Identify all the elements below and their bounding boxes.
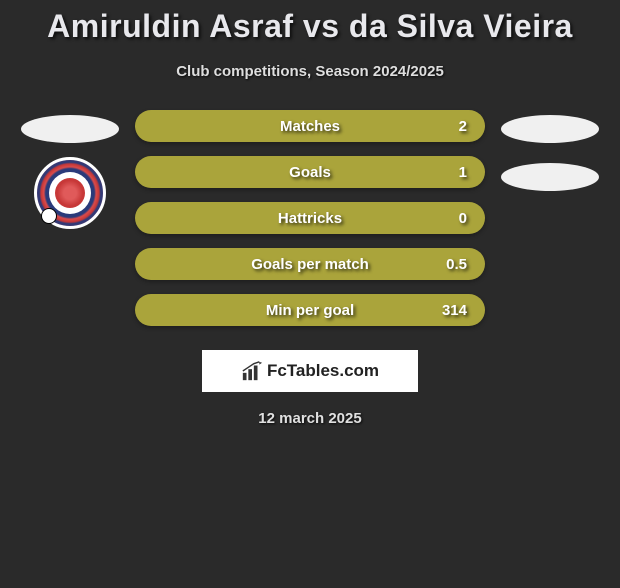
club-badge-inner [49, 172, 91, 214]
soccer-ball-icon [41, 208, 57, 224]
stat-label: Goals per match [251, 256, 369, 273]
stat-value: 0 [459, 210, 467, 227]
bar-chart-icon [241, 360, 263, 382]
player-left-photo-placeholder [21, 115, 119, 143]
logo-text: FcTables.com [267, 361, 379, 381]
stat-label: Goals [289, 164, 331, 181]
stat-bar-matches: Matches 2 [135, 110, 485, 142]
stat-bar-hattricks: Hattricks 0 [135, 202, 485, 234]
comparison-subtitle: Club competitions, Season 2024/2025 [10, 63, 610, 80]
player-right-badge-placeholder [501, 163, 599, 191]
comparison-area: Matches 2 Goals 1 Hattricks 0 Goals per … [10, 110, 610, 326]
club-badge-left [34, 157, 106, 229]
comparison-title: Amiruldin Asraf vs da Silva Vieira [10, 8, 610, 45]
fctables-logo-box: FcTables.com [202, 350, 418, 392]
stat-label: Hattricks [278, 210, 342, 227]
stat-label: Min per goal [266, 302, 354, 319]
player-right-photo-placeholder [501, 115, 599, 143]
stat-value: 314 [442, 302, 467, 319]
stat-value: 2 [459, 118, 467, 135]
player-right-column [495, 110, 605, 191]
stat-bar-min-per-goal: Min per goal 314 [135, 294, 485, 326]
dragon-icon [55, 178, 85, 208]
player-left-column [15, 110, 125, 229]
stat-value: 0.5 [446, 256, 467, 273]
stat-bar-goals: Goals 1 [135, 156, 485, 188]
stat-value: 1 [459, 164, 467, 181]
stat-label: Matches [280, 118, 340, 135]
stats-column: Matches 2 Goals 1 Hattricks 0 Goals per … [135, 110, 485, 326]
stat-bar-goals-per-match: Goals per match 0.5 [135, 248, 485, 280]
date-text: 12 march 2025 [10, 410, 610, 427]
